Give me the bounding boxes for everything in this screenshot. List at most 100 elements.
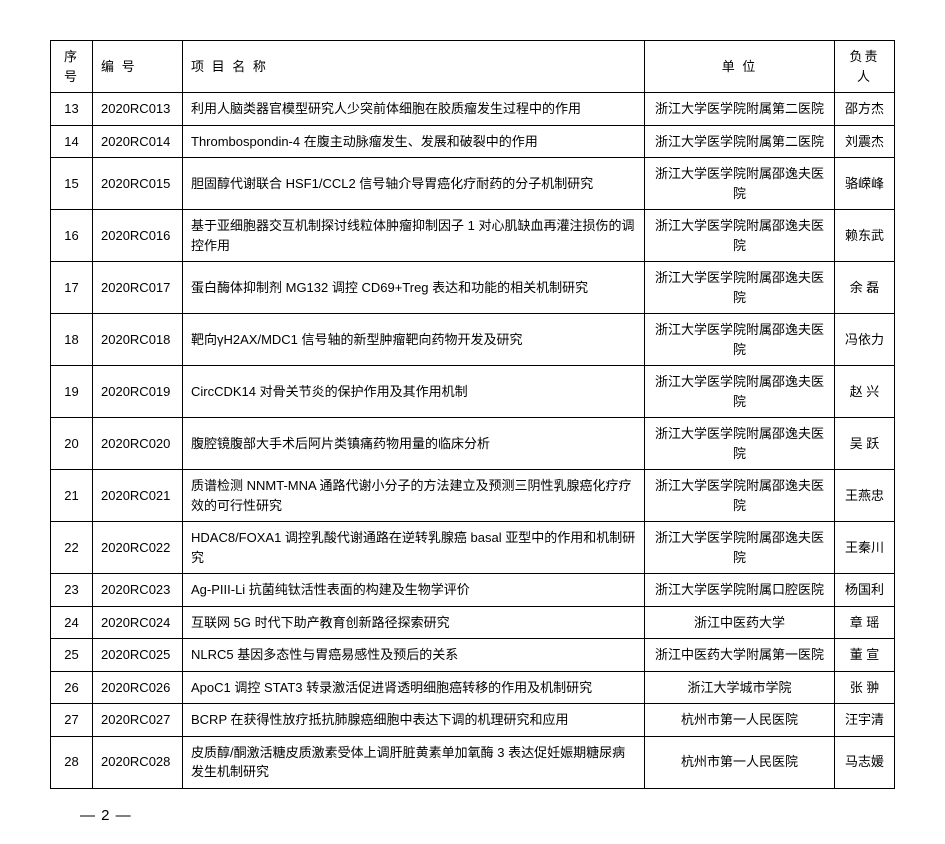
table-row: 212020RC021质谱检测 NNMT-MNA 通路代谢小分子的方法建立及预测… (51, 470, 895, 522)
table-row: 262020RC026ApoC1 调控 STAT3 转录激活促进肾透明细胞癌转移… (51, 671, 895, 704)
cell-unit: 浙江大学医学院附属邵逸夫医院 (645, 314, 835, 366)
cell-title: 靶向γH2AX/MDC1 信号轴的新型肿瘤靶向药物开发及研究 (183, 314, 645, 366)
cell-code: 2020RC027 (93, 704, 183, 737)
cell-unit: 杭州市第一人民医院 (645, 736, 835, 788)
cell-unit: 浙江大学医学院附属口腔医院 (645, 574, 835, 607)
cell-seq: 21 (51, 470, 93, 522)
table-body: 132020RC013利用人脑类器官模型研究人少突前体细胞在胶质瘤发生过程中的作… (51, 93, 895, 789)
cell-unit: 浙江大学医学院附属第二医院 (645, 93, 835, 126)
cell-person: 杨国利 (835, 574, 895, 607)
cell-seq: 20 (51, 418, 93, 470)
cell-unit: 浙江中医药大学 (645, 606, 835, 639)
header-person: 负责人 (835, 41, 895, 93)
cell-person: 董 宣 (835, 639, 895, 672)
cell-seq: 26 (51, 671, 93, 704)
cell-seq: 28 (51, 736, 93, 788)
cell-code: 2020RC018 (93, 314, 183, 366)
cell-title: Ag-PIII-Li 抗菌纯钛活性表面的构建及生物学评价 (183, 574, 645, 607)
table-row: 252020RC025NLRC5 基因多态性与胃癌易感性及预后的关系浙江中医药大… (51, 639, 895, 672)
cell-code: 2020RC020 (93, 418, 183, 470)
table-row: 242020RC024互联网 5G 时代下助产教育创新路径探索研究浙江中医药大学… (51, 606, 895, 639)
cell-person: 王秦川 (835, 522, 895, 574)
cell-seq: 23 (51, 574, 93, 607)
cell-code: 2020RC023 (93, 574, 183, 607)
cell-person: 骆嵘峰 (835, 158, 895, 210)
cell-code: 2020RC013 (93, 93, 183, 126)
cell-seq: 27 (51, 704, 93, 737)
cell-title: 利用人脑类器官模型研究人少突前体细胞在胶质瘤发生过程中的作用 (183, 93, 645, 126)
cell-unit: 杭州市第一人民医院 (645, 704, 835, 737)
data-table: 序号 编 号 项 目 名 称 单 位 负责人 132020RC013利用人脑类器… (50, 40, 895, 789)
cell-person: 章 瑶 (835, 606, 895, 639)
cell-title: Thrombospondin-4 在腹主动脉瘤发生、发展和破裂中的作用 (183, 125, 645, 158)
cell-title: ApoC1 调控 STAT3 转录激活促进肾透明细胞癌转移的作用及机制研究 (183, 671, 645, 704)
table-row: 202020RC020腹腔镜腹部大手术后阿片类镇痛药物用量的临床分析浙江大学医学… (51, 418, 895, 470)
cell-person: 邵方杰 (835, 93, 895, 126)
table-row: 232020RC023Ag-PIII-Li 抗菌纯钛活性表面的构建及生物学评价浙… (51, 574, 895, 607)
table-row: 282020RC028皮质醇/酮激活糖皮质激素受体上调肝脏黄素单加氧酶 3 表达… (51, 736, 895, 788)
cell-title: CircCDK14 对骨关节炎的保护作用及其作用机制 (183, 366, 645, 418)
cell-seq: 16 (51, 210, 93, 262)
header-title: 项 目 名 称 (183, 41, 645, 93)
page-number: — 2 — (80, 807, 895, 824)
cell-code: 2020RC028 (93, 736, 183, 788)
cell-code: 2020RC022 (93, 522, 183, 574)
table-row: 132020RC013利用人脑类器官模型研究人少突前体细胞在胶质瘤发生过程中的作… (51, 93, 895, 126)
cell-title: 胆固醇代谢联合 HSF1/CCL2 信号轴介导胃癌化疗耐药的分子机制研究 (183, 158, 645, 210)
cell-code: 2020RC026 (93, 671, 183, 704)
table-row: 192020RC019CircCDK14 对骨关节炎的保护作用及其作用机制浙江大… (51, 366, 895, 418)
table-row: 222020RC022HDAC8/FOXA1 调控乳酸代谢通路在逆转乳腺癌 ba… (51, 522, 895, 574)
cell-title: 互联网 5G 时代下助产教育创新路径探索研究 (183, 606, 645, 639)
cell-title: 皮质醇/酮激活糖皮质激素受体上调肝脏黄素单加氧酶 3 表达促妊娠期糖尿病发生机制… (183, 736, 645, 788)
cell-seq: 13 (51, 93, 93, 126)
cell-title: 蛋白酶体抑制剂 MG132 调控 CD69+Treg 表达和功能的相关机制研究 (183, 262, 645, 314)
cell-person: 王燕忠 (835, 470, 895, 522)
cell-unit: 浙江大学医学院附属邵逸夫医院 (645, 158, 835, 210)
cell-seq: 24 (51, 606, 93, 639)
cell-code: 2020RC016 (93, 210, 183, 262)
cell-person: 余 磊 (835, 262, 895, 314)
cell-seq: 17 (51, 262, 93, 314)
cell-unit: 浙江大学医学院附属邵逸夫医院 (645, 262, 835, 314)
cell-seq: 18 (51, 314, 93, 366)
cell-title: 基于亚细胞器交互机制探讨线粒体肿瘤抑制因子 1 对心肌缺血再灌注损伤的调控作用 (183, 210, 645, 262)
cell-person: 赖东武 (835, 210, 895, 262)
cell-person: 刘震杰 (835, 125, 895, 158)
cell-seq: 22 (51, 522, 93, 574)
cell-code: 2020RC021 (93, 470, 183, 522)
cell-title: 腹腔镜腹部大手术后阿片类镇痛药物用量的临床分析 (183, 418, 645, 470)
table-row: 182020RC018靶向γH2AX/MDC1 信号轴的新型肿瘤靶向药物开发及研… (51, 314, 895, 366)
table-row: 142020RC014Thrombospondin-4 在腹主动脉瘤发生、发展和… (51, 125, 895, 158)
cell-seq: 15 (51, 158, 93, 210)
cell-code: 2020RC019 (93, 366, 183, 418)
cell-title: 质谱检测 NNMT-MNA 通路代谢小分子的方法建立及预测三阴性乳腺癌化疗疗效的… (183, 470, 645, 522)
cell-seq: 19 (51, 366, 93, 418)
cell-unit: 浙江大学医学院附属第二医院 (645, 125, 835, 158)
cell-code: 2020RC015 (93, 158, 183, 210)
cell-person: 张 翀 (835, 671, 895, 704)
cell-code: 2020RC025 (93, 639, 183, 672)
cell-unit: 浙江大学医学院附属邵逸夫医院 (645, 366, 835, 418)
cell-person: 冯依力 (835, 314, 895, 366)
cell-title: NLRC5 基因多态性与胃癌易感性及预后的关系 (183, 639, 645, 672)
table-row: 272020RC027BCRP 在获得性放疗抵抗肺腺癌细胞中表达下调的机理研究和… (51, 704, 895, 737)
cell-code: 2020RC017 (93, 262, 183, 314)
cell-person: 汪宇清 (835, 704, 895, 737)
cell-person: 赵 兴 (835, 366, 895, 418)
cell-code: 2020RC014 (93, 125, 183, 158)
cell-unit: 浙江中医药大学附属第一医院 (645, 639, 835, 672)
header-code: 编 号 (93, 41, 183, 93)
cell-unit: 浙江大学医学院附属邵逸夫医院 (645, 418, 835, 470)
table-row: 162020RC016基于亚细胞器交互机制探讨线粒体肿瘤抑制因子 1 对心肌缺血… (51, 210, 895, 262)
cell-unit: 浙江大学医学院附属邵逸夫医院 (645, 470, 835, 522)
cell-code: 2020RC024 (93, 606, 183, 639)
cell-person: 马志媛 (835, 736, 895, 788)
header-seq: 序号 (51, 41, 93, 93)
cell-unit: 浙江大学医学院附属邵逸夫医院 (645, 210, 835, 262)
table-row: 152020RC015胆固醇代谢联合 HSF1/CCL2 信号轴介导胃癌化疗耐药… (51, 158, 895, 210)
cell-unit: 浙江大学城市学院 (645, 671, 835, 704)
cell-title: HDAC8/FOXA1 调控乳酸代谢通路在逆转乳腺癌 basal 亚型中的作用和… (183, 522, 645, 574)
cell-seq: 25 (51, 639, 93, 672)
cell-unit: 浙江大学医学院附属邵逸夫医院 (645, 522, 835, 574)
table-row: 172020RC017蛋白酶体抑制剂 MG132 调控 CD69+Treg 表达… (51, 262, 895, 314)
